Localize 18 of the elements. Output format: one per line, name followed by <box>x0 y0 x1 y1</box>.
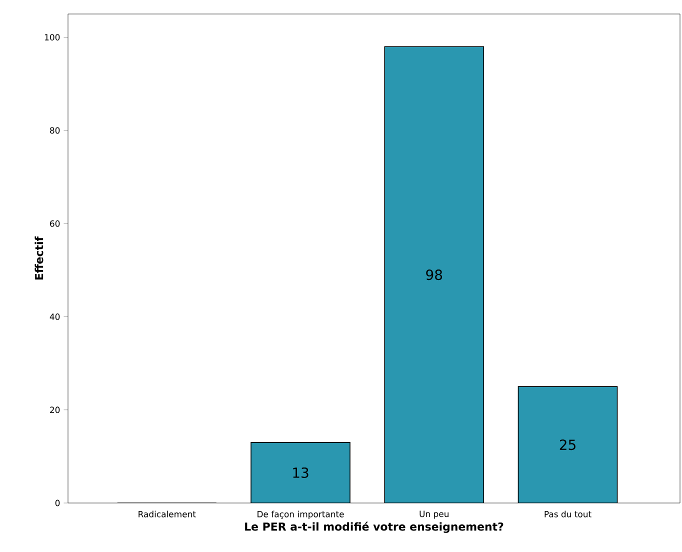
bar <box>384 46 484 503</box>
x-tick-label: Un peu <box>420 510 448 519</box>
data-label: 13 <box>293 467 308 478</box>
y-tick-label: 40 <box>50 314 60 320</box>
data-label: 98 <box>426 270 442 280</box>
x-axis-title: Le PER a-t-il modifié votre enseignement? <box>245 522 504 533</box>
y-tick-label: 0 <box>55 500 60 506</box>
bar <box>251 442 350 503</box>
y-tick-label: 80 <box>50 127 60 134</box>
x-tick-label: De façon importante <box>258 510 344 519</box>
y-tick-label: 60 <box>50 220 60 227</box>
data-label: 25 <box>560 440 576 450</box>
x-tick-label: Radicalement <box>138 510 196 518</box>
y-tick-label: 20 <box>50 406 60 414</box>
x-tick-label: Pas du tout <box>544 510 592 518</box>
y-tick-label: 100 <box>45 34 60 40</box>
bar <box>518 386 618 503</box>
y-axis-title: Effectif <box>34 236 44 280</box>
